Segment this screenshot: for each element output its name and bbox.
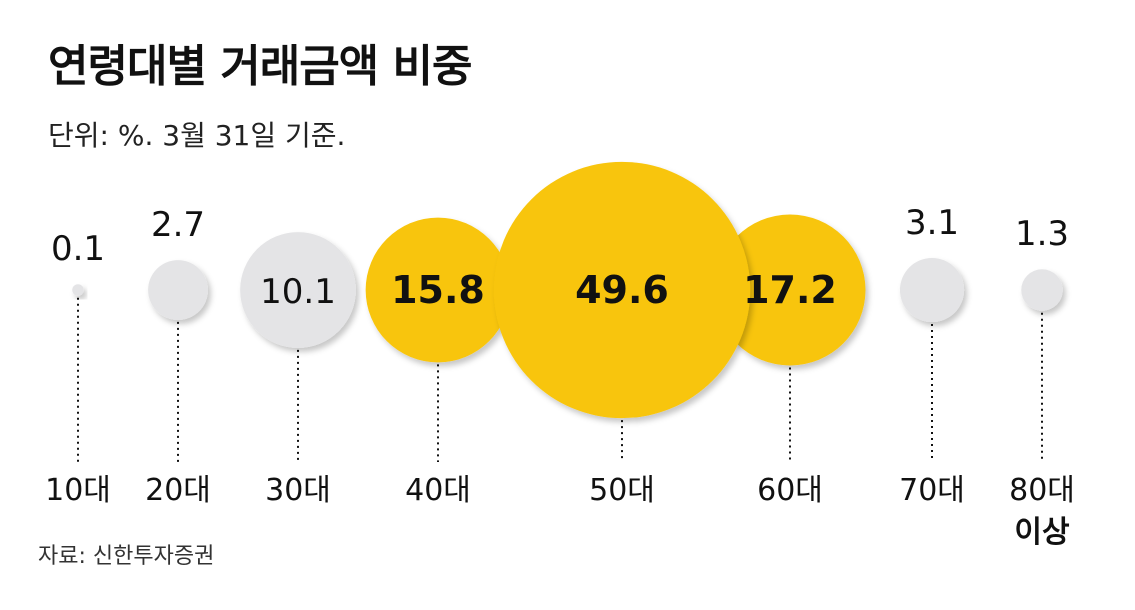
leader-lines — [77, 297, 1043, 462]
bubble — [148, 260, 208, 320]
value-label: 17.2 — [743, 268, 837, 312]
bubble — [72, 284, 84, 296]
source-note: 자료: 신한투자증권 — [38, 544, 215, 569]
category-labels: 10대 20대 30대 40대 50대 60대 70대 80대 이상 — [45, 473, 1075, 550]
value-label: 2.7 — [151, 205, 205, 245]
value-label: 3.1 — [905, 203, 959, 243]
value-label: 1.3 — [1015, 214, 1069, 254]
value-label: 0.1 — [51, 229, 105, 269]
bubble — [1021, 269, 1063, 311]
category-label: 80대 이상 — [1009, 473, 1075, 550]
bubble — [493, 161, 751, 419]
category-label: 40대 — [405, 473, 471, 508]
category-label: 10대 — [45, 473, 111, 508]
bubble — [365, 217, 511, 363]
category-label: 70대 — [899, 473, 965, 508]
value-label: 15.8 — [391, 268, 485, 312]
value-label: 49.6 — [575, 268, 669, 312]
bubble — [714, 214, 866, 366]
bubbles — [72, 161, 1063, 419]
category-label: 20대 — [145, 473, 211, 508]
category-label: 30대 — [265, 473, 331, 508]
category-label: 60대 — [757, 473, 823, 508]
category-label: 50대 — [589, 473, 655, 508]
bubble — [899, 257, 965, 323]
chart-title: 연령대별 거래금액 비중 — [48, 41, 472, 92]
chart-subtitle: 단위: %. 3월 31일 기준. — [48, 119, 346, 152]
value-labels: 0.1 2.7 10.1 15.8 49.6 17.2 3.1 1.3 — [51, 203, 1069, 312]
value-label: 10.1 — [260, 272, 336, 312]
bubble — [240, 232, 356, 348]
